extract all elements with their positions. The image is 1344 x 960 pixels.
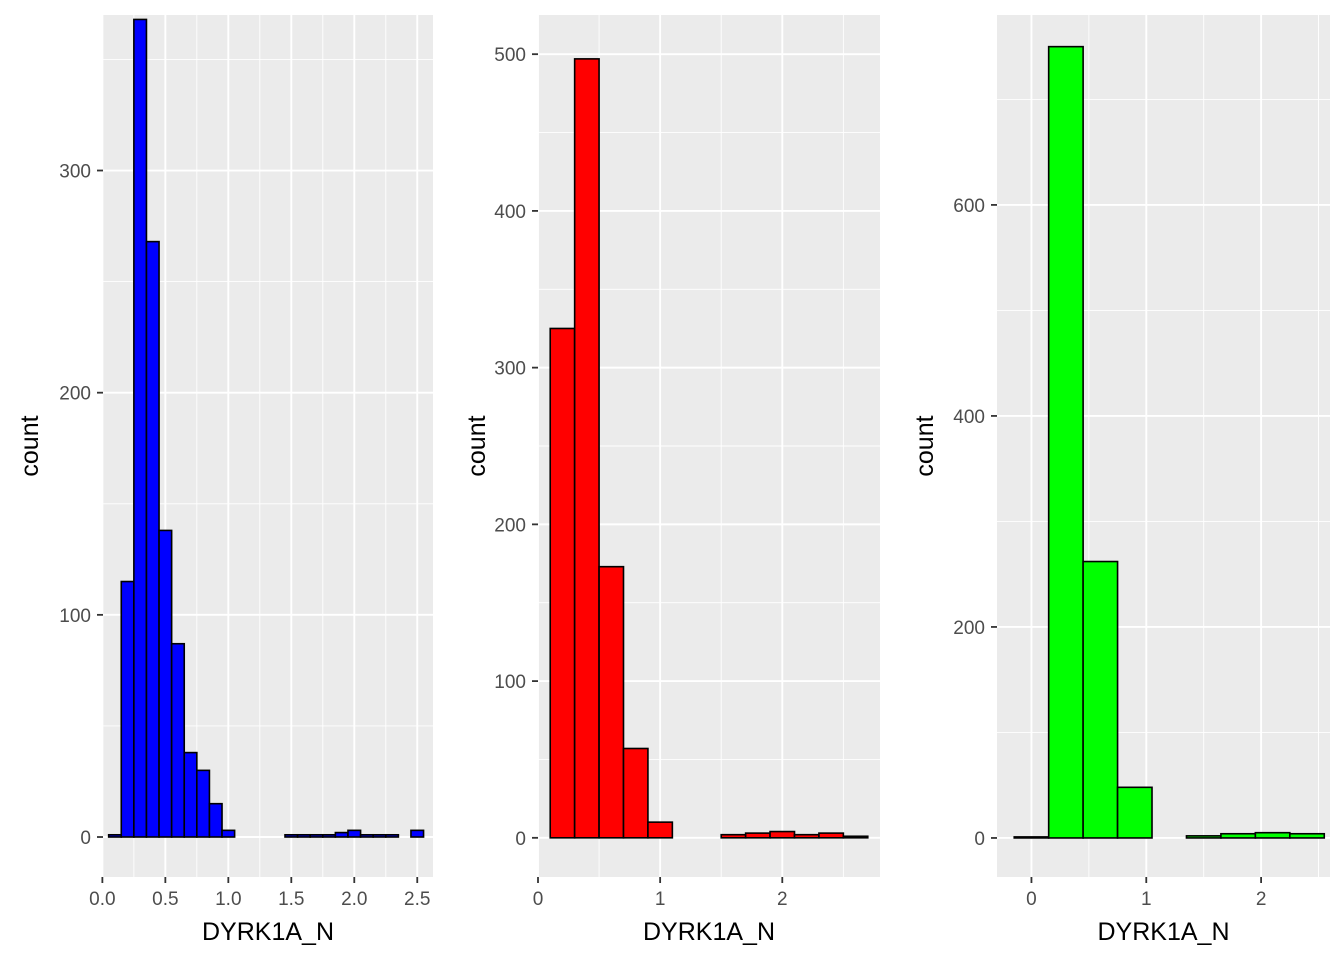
histogram-bar xyxy=(598,565,625,839)
x-tick-label: 0.0 xyxy=(89,889,115,910)
y-tick-label: 100 xyxy=(494,672,526,693)
x-axis-title: DYRK1A_N xyxy=(643,918,775,946)
y-tick-label: 200 xyxy=(494,515,526,536)
x-tick-label: 1 xyxy=(655,889,666,910)
x-tick-label: 2.5 xyxy=(404,889,430,910)
histogram-bar xyxy=(170,642,186,838)
x-tick-label: 0.5 xyxy=(152,889,178,910)
x-tick-label: 2 xyxy=(777,889,788,910)
y-tick-label: 500 xyxy=(494,45,526,66)
panel-green: 0 1 2 0 200 400 600 DYRK1A_N count xyxy=(911,15,1330,946)
histogram-bar xyxy=(573,58,600,839)
x-tick-label: 0 xyxy=(533,889,544,910)
histogram-bar xyxy=(107,833,123,838)
x-tick-label: 1.5 xyxy=(278,889,304,910)
y-axis-title: count xyxy=(16,415,44,476)
y-tick-label: 300 xyxy=(494,359,526,380)
histogram-bar xyxy=(744,832,771,839)
x-tick-label: 0 xyxy=(1026,889,1037,910)
histogram-bar xyxy=(1116,786,1153,839)
histogram-bar xyxy=(284,833,299,838)
panel-blue: 0.0 0.5 1.0 1.5 2.0 2.5 0 100 200 300 DYRK1A_N coun… xyxy=(16,15,433,946)
histogram-bar xyxy=(1047,45,1084,839)
y-tick-label: 200 xyxy=(953,618,985,639)
histogram-bar xyxy=(359,833,374,838)
y-axis-title: count xyxy=(911,415,939,476)
histogram-bar xyxy=(208,802,223,838)
histogram-bar xyxy=(145,240,160,838)
x-axis-title: DYRK1A_N xyxy=(1098,918,1230,946)
histogram-bar xyxy=(221,829,236,838)
histogram-bar xyxy=(321,833,337,838)
y-tick-label: 300 xyxy=(59,162,91,183)
histogram-bar xyxy=(196,769,211,838)
histogram-bar xyxy=(384,833,400,838)
histogram-bar xyxy=(793,833,820,839)
histogram-bar xyxy=(769,830,796,839)
histogram-bar xyxy=(347,829,362,838)
histogram-bar xyxy=(1254,831,1291,839)
histogram-bar xyxy=(296,833,311,838)
histogram-bar xyxy=(1289,832,1326,839)
y-tick-label: 400 xyxy=(953,407,985,428)
y-tick-label: 200 xyxy=(59,384,91,405)
histogram-bar xyxy=(622,747,649,839)
histogram-bar xyxy=(842,835,869,839)
histogram-bar xyxy=(309,833,324,838)
x-tick-label: 2.0 xyxy=(341,889,367,910)
histogram-bar xyxy=(1013,836,1050,839)
histogram-bar xyxy=(818,832,845,839)
x-tick-label: 1.0 xyxy=(215,889,241,910)
x-tick-label: 1 xyxy=(1141,889,1152,910)
histogram-bar xyxy=(120,580,135,838)
x-axis-title: DYRK1A_N xyxy=(202,918,334,946)
panel-red: 0 1 2 0 100 200 300 400 500 DYRK1A_N count xyxy=(463,15,880,946)
y-tick-label: 100 xyxy=(59,606,91,627)
y-tick-label: 400 xyxy=(494,202,526,223)
histogram-bar xyxy=(410,829,425,838)
y-axis-title: count xyxy=(463,415,491,476)
histogram-bar xyxy=(133,18,148,838)
histogram-bar xyxy=(183,751,198,838)
histogram-bar xyxy=(720,833,747,839)
histogram-bar xyxy=(1220,832,1257,839)
y-tick-label: 0 xyxy=(80,828,91,849)
histogram-bar xyxy=(1082,560,1119,839)
plot-background xyxy=(997,15,1330,877)
histogram-bar xyxy=(158,529,173,838)
histogram-bar xyxy=(549,327,576,839)
histogram-bar xyxy=(1185,835,1222,839)
y-tick-label: 600 xyxy=(953,196,985,217)
y-tick-label: 0 xyxy=(974,829,985,850)
y-tick-label: 0 xyxy=(515,829,526,850)
histogram-bar xyxy=(647,821,674,839)
x-tick-label: 2 xyxy=(1256,889,1267,910)
histogram-bar xyxy=(372,833,387,838)
histogram-bar xyxy=(334,831,349,838)
